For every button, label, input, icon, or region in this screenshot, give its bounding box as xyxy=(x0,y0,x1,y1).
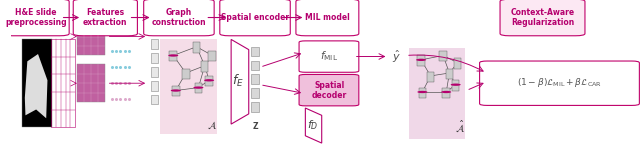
Bar xyxy=(452,80,460,91)
Circle shape xyxy=(416,59,426,61)
Polygon shape xyxy=(305,108,322,143)
Bar xyxy=(22,39,52,127)
Bar xyxy=(150,81,158,91)
Text: Z: Z xyxy=(252,122,258,131)
Text: MIL model: MIL model xyxy=(305,13,349,22)
Bar xyxy=(209,51,216,61)
FancyBboxPatch shape xyxy=(3,0,69,36)
FancyBboxPatch shape xyxy=(500,0,585,36)
Bar xyxy=(408,48,465,139)
Bar xyxy=(417,55,425,66)
Bar xyxy=(150,67,158,77)
Circle shape xyxy=(193,86,204,89)
FancyBboxPatch shape xyxy=(299,74,359,106)
FancyBboxPatch shape xyxy=(73,0,138,36)
Bar xyxy=(252,102,259,112)
Text: Features
extraction: Features extraction xyxy=(83,8,127,27)
Text: Context-Aware
Regularization: Context-Aware Regularization xyxy=(511,8,575,27)
Bar xyxy=(252,88,259,98)
FancyBboxPatch shape xyxy=(144,0,214,36)
Circle shape xyxy=(417,91,428,93)
Bar xyxy=(77,18,106,55)
Text: $f_D$: $f_D$ xyxy=(307,119,318,132)
Text: Graph
construction: Graph construction xyxy=(152,8,206,27)
Bar xyxy=(182,69,189,79)
Bar xyxy=(77,64,106,102)
Text: $f_E$: $f_E$ xyxy=(232,73,244,89)
Bar xyxy=(252,61,259,70)
Bar xyxy=(150,95,158,104)
Text: $f_{\mathrm{MIL}}$: $f_{\mathrm{MIL}}$ xyxy=(320,50,339,63)
Bar xyxy=(439,51,447,61)
FancyBboxPatch shape xyxy=(220,0,291,36)
Circle shape xyxy=(441,91,451,93)
FancyBboxPatch shape xyxy=(296,0,359,36)
Bar xyxy=(205,76,213,86)
Bar xyxy=(170,51,177,61)
Bar xyxy=(454,58,461,69)
Bar xyxy=(252,47,259,56)
Bar xyxy=(419,88,426,98)
Polygon shape xyxy=(231,39,249,124)
Text: $(1-\beta)\mathcal{L}_{\mathrm{MIL}} + \beta\mathcal{L}_{\mathrm{CAR}}$: $(1-\beta)\mathcal{L}_{\mathrm{MIL}} + \… xyxy=(517,76,602,89)
Text: H&E slide
preprocessing: H&E slide preprocessing xyxy=(5,8,67,27)
Text: Spatial encoder: Spatial encoder xyxy=(221,13,289,22)
Circle shape xyxy=(204,79,214,81)
Bar xyxy=(150,53,158,63)
Bar xyxy=(193,42,200,53)
Circle shape xyxy=(168,54,179,57)
Text: $\mathcal{A}$: $\mathcal{A}$ xyxy=(207,120,217,131)
Bar xyxy=(51,39,75,127)
Bar xyxy=(445,69,453,79)
Polygon shape xyxy=(25,54,47,118)
Bar xyxy=(195,83,202,93)
Bar xyxy=(172,86,180,96)
Bar xyxy=(427,72,435,82)
Circle shape xyxy=(171,89,181,92)
Text: Spatial
decoder: Spatial decoder xyxy=(312,81,347,100)
Bar xyxy=(150,39,158,49)
FancyBboxPatch shape xyxy=(299,41,359,72)
Bar xyxy=(442,88,450,98)
Text: $\hat{\mathcal{A}}$: $\hat{\mathcal{A}}$ xyxy=(455,119,465,134)
Bar xyxy=(252,74,259,84)
Bar xyxy=(201,61,209,72)
Text: $\hat{y}$: $\hat{y}$ xyxy=(392,48,401,65)
Circle shape xyxy=(451,84,461,86)
FancyBboxPatch shape xyxy=(479,61,639,105)
Bar xyxy=(160,39,217,134)
